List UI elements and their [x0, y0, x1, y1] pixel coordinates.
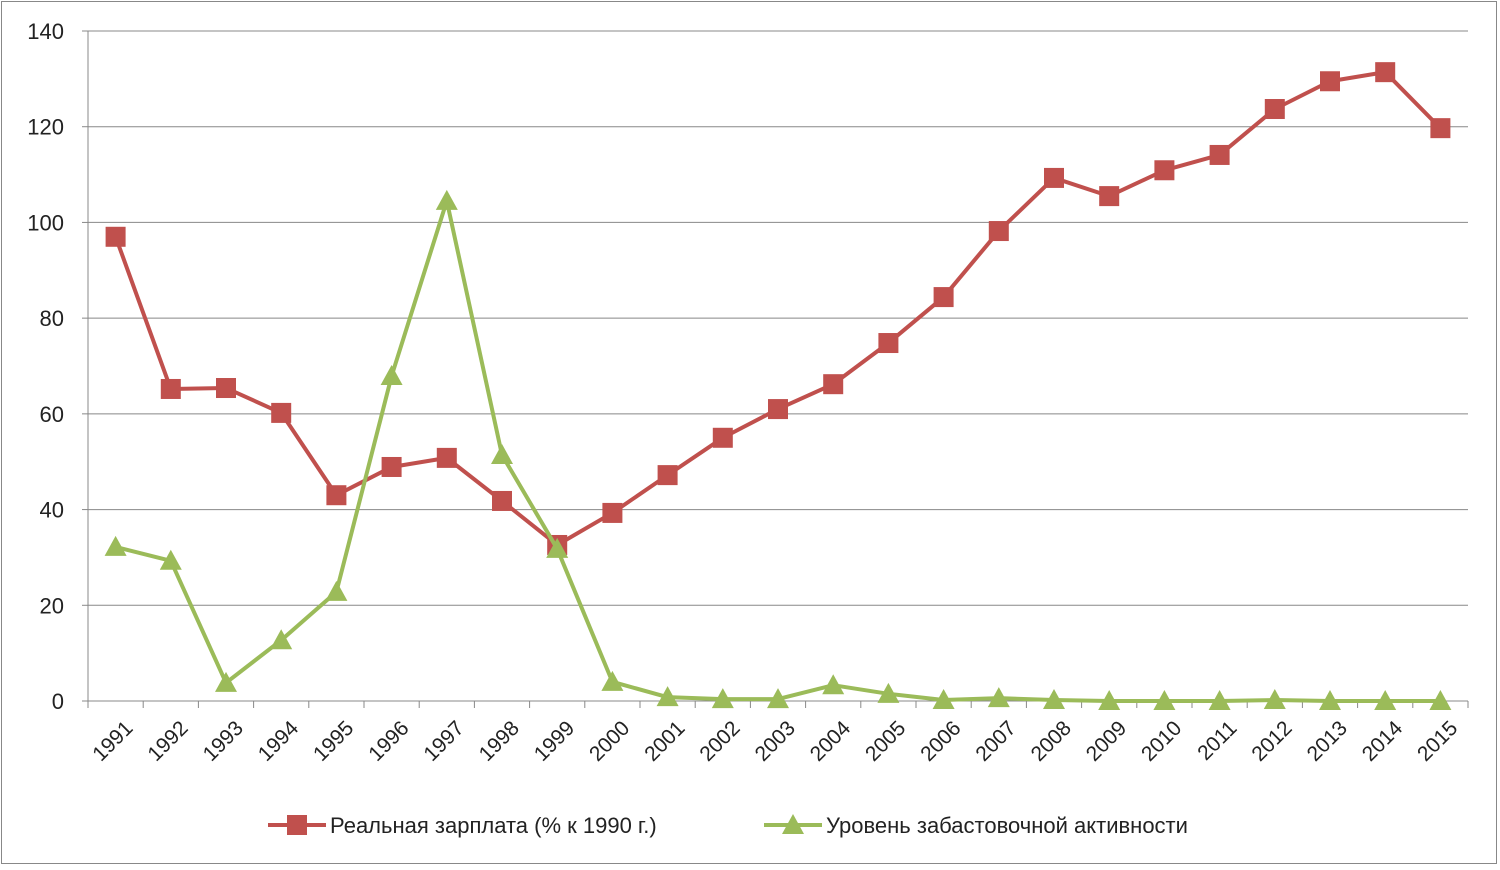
- data-point-triangle: [215, 671, 237, 692]
- series-line: [113, 70, 1442, 547]
- y-tick-label: 100: [27, 210, 64, 235]
- y-tick-label: 80: [40, 306, 64, 331]
- x-tick-label: 2011: [1193, 717, 1241, 765]
- data-point-square: [823, 374, 844, 395]
- data-point-triangle: [932, 689, 955, 710]
- data-point-triangle: [546, 537, 569, 558]
- data-point-triangle: [104, 535, 127, 556]
- y-tick-label: 120: [27, 115, 64, 140]
- legend-label: Уровень забастовочной активности: [826, 813, 1188, 838]
- data-point-square: [1430, 118, 1451, 139]
- data-point-square: [657, 465, 678, 486]
- data-point-square: [768, 399, 788, 420]
- x-tick-label: 1995: [309, 717, 358, 766]
- y-tick-label: 40: [40, 498, 64, 523]
- x-tick-label: 2000: [585, 717, 634, 766]
- data-point-triangle: [1429, 690, 1452, 710]
- data-point-triangle: [987, 687, 1010, 708]
- data-point-square: [1320, 71, 1340, 92]
- x-tick-label: 1997: [419, 717, 468, 766]
- y-tick-label: 20: [40, 593, 64, 618]
- data-point-triangle: [1098, 690, 1121, 710]
- data-point-square: [988, 221, 1009, 242]
- data-point-square: [1264, 99, 1285, 120]
- data-point-triangle: [1153, 690, 1176, 710]
- data-point-triangle: [767, 688, 789, 709]
- x-tick-label: 2003: [751, 717, 800, 766]
- series-1: [105, 62, 1451, 555]
- data-point-square: [287, 815, 307, 835]
- data-point-triangle: [159, 549, 182, 570]
- legend-item: Реальная зарплата (% к 1990 г.): [268, 813, 657, 838]
- x-tick-label: 2002: [695, 717, 744, 766]
- data-point-triangle: [1208, 690, 1231, 710]
- data-point-square: [1154, 160, 1175, 181]
- data-point-square: [1099, 186, 1120, 207]
- data-point-square: [326, 485, 347, 506]
- x-tick-label: 2008: [1027, 717, 1076, 766]
- data-point-square: [271, 402, 292, 423]
- x-tick-label: 1991: [88, 717, 137, 766]
- series-line: [115, 198, 1441, 703]
- data-point-square: [436, 447, 457, 468]
- data-point-triangle: [270, 629, 293, 650]
- data-point-square: [602, 502, 623, 523]
- y-tick-label: 60: [40, 402, 64, 427]
- x-tick-label: 2005: [861, 717, 910, 766]
- data-point-square: [381, 456, 402, 477]
- data-point-triangle: [822, 674, 845, 695]
- series-layer: [104, 62, 1452, 710]
- x-tick-label: 2004: [806, 716, 856, 766]
- data-point-square: [160, 378, 181, 399]
- data-point-triangle: [1319, 690, 1341, 710]
- data-point-triangle: [601, 670, 624, 691]
- x-tick-label: 2012: [1247, 717, 1296, 766]
- data-point-triangle: [1263, 689, 1286, 710]
- data-point-square: [1375, 62, 1396, 83]
- data-point-square: [712, 427, 733, 448]
- data-point-triangle: [1374, 690, 1397, 710]
- x-tick-label: 1996: [364, 717, 413, 766]
- data-point-triangle: [877, 682, 900, 703]
- x-tick-label: 2007: [971, 717, 1020, 766]
- data-point-triangle: [435, 189, 458, 210]
- data-point-square: [492, 490, 512, 511]
- data-point-triangle: [491, 444, 513, 465]
- series-2: [104, 189, 1452, 710]
- gridlines: [88, 30, 1468, 606]
- legend-item: Уровень забастовочной активности: [764, 813, 1188, 838]
- x-tick-label: 1999: [530, 717, 579, 766]
- data-point-square: [933, 287, 954, 308]
- legend-label: Реальная зарплата (% к 1990 г.): [330, 813, 657, 838]
- y-tick-label: 140: [27, 19, 64, 44]
- data-point-triangle: [782, 814, 804, 834]
- y-tick-label: 0: [52, 689, 64, 714]
- data-point-square: [878, 333, 899, 354]
- data-point-triangle: [380, 365, 403, 386]
- x-tick-label: 1993: [199, 717, 248, 766]
- x-tick-label: 2010: [1137, 717, 1186, 766]
- data-point-triangle: [325, 580, 348, 601]
- data-point-triangle: [656, 686, 679, 707]
- data-point-square: [105, 226, 126, 247]
- data-point-triangle: [1043, 689, 1065, 710]
- x-tick-label: 2015: [1413, 717, 1462, 766]
- data-point-square: [1044, 167, 1064, 188]
- x-tick-label: 1994: [254, 716, 304, 766]
- x-tick-label: 2009: [1082, 717, 1131, 766]
- x-tick-label: 2006: [916, 717, 965, 766]
- x-tick-label: 1992: [143, 717, 192, 766]
- x-tick-label: 2014: [1358, 716, 1408, 766]
- data-point-triangle: [711, 688, 734, 709]
- data-point-square: [216, 378, 236, 399]
- x-tick-label: 2013: [1303, 717, 1352, 766]
- x-tick-label: 1998: [475, 717, 524, 766]
- x-tick-label: 2001: [640, 717, 689, 766]
- legend: Реальная зарплата (% к 1990 г.) Уровень з…: [268, 813, 1188, 838]
- data-point-square: [1209, 144, 1230, 165]
